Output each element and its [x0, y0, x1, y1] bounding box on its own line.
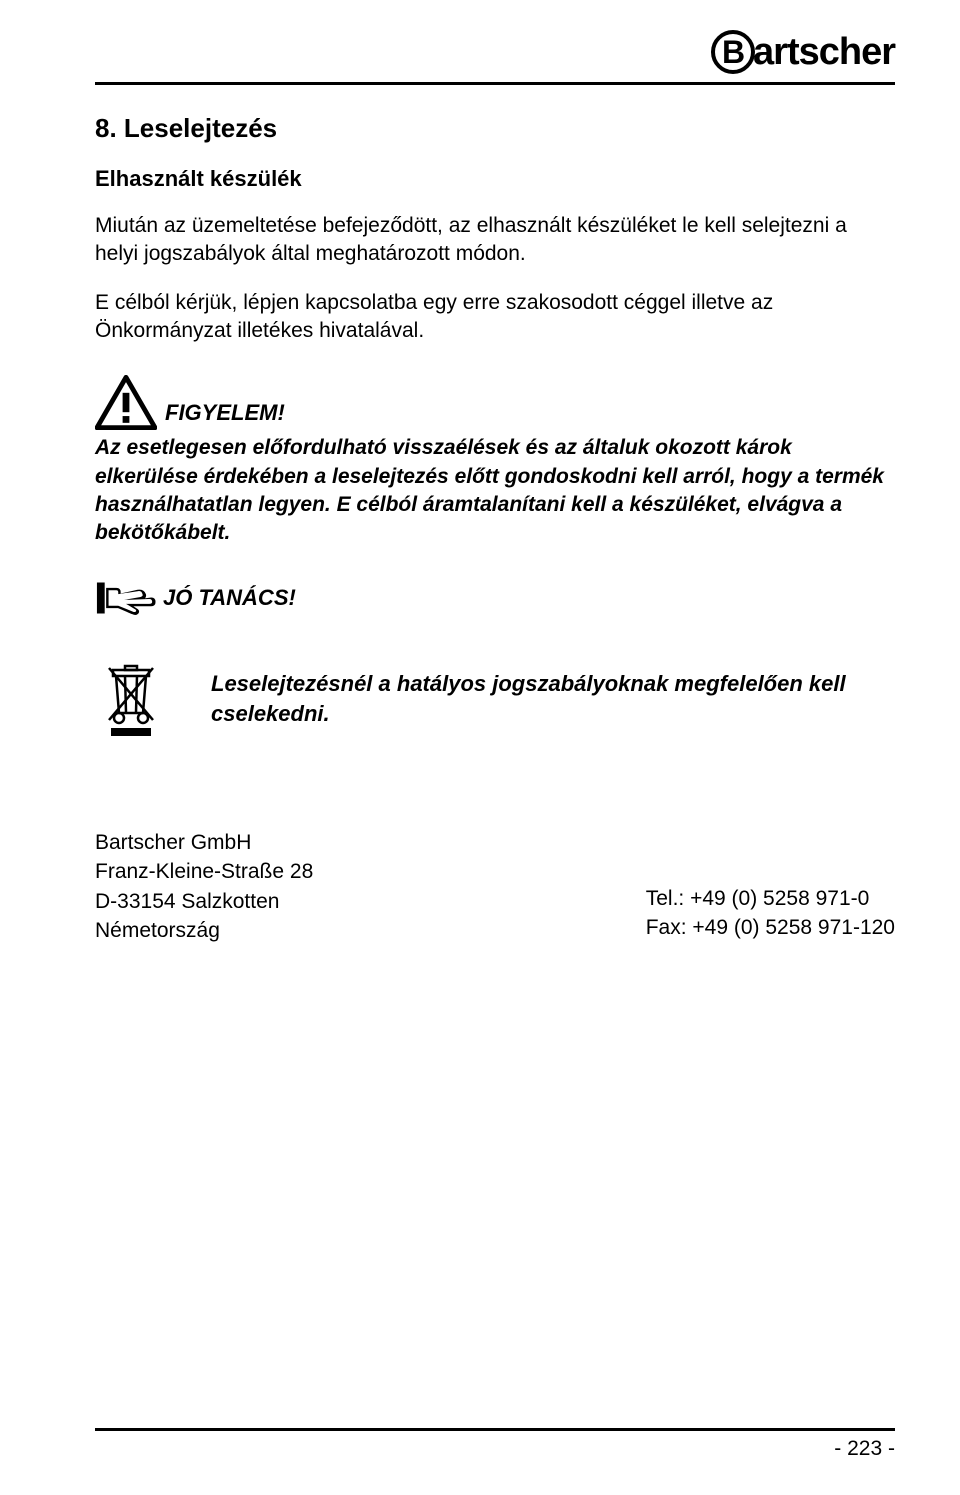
- contact-block: Bartscher GmbH Franz-Kleine-Straße 28 D-…: [95, 828, 895, 946]
- contact-country: Németország: [95, 916, 646, 945]
- warning-triangle-icon: [95, 375, 157, 430]
- contact-fax: Fax: +49 (0) 5258 971-120: [646, 913, 895, 942]
- warning-block: FIGYELEM! Az esetlegesen előfordulható v…: [95, 375, 895, 547]
- header: Bartscher: [95, 30, 895, 74]
- paragraph-2: E célból kérjük, lépjen kapcsolatba egy …: [95, 289, 895, 346]
- tip-label: JÓ TANÁCS!: [163, 585, 296, 611]
- contact-city: D-33154 Salzkotten: [95, 887, 646, 916]
- contact-street: Franz-Kleine-Straße 28: [95, 857, 646, 886]
- footer: - 223 -: [95, 1428, 895, 1461]
- warning-label: FIGYELEM!: [165, 400, 285, 430]
- top-rule: [95, 82, 895, 85]
- paragraph-1: Miután az üzemeltetése befejeződött, az …: [95, 212, 895, 269]
- tip-block: JÓ TANÁCS!: [95, 576, 895, 620]
- sub-title: Elhasznált készülék: [95, 166, 895, 192]
- page-number: - 223 -: [95, 1437, 895, 1461]
- logo-b-icon: B: [711, 30, 755, 74]
- weee-bin-icon: [101, 660, 161, 738]
- contact-company: Bartscher GmbH: [95, 828, 646, 857]
- disposal-text: Leselejtezésnél a hatályos jogszabályokn…: [211, 669, 895, 728]
- logo-text: artscher: [753, 31, 895, 74]
- brand-logo: Bartscher: [711, 30, 895, 74]
- section-title: 8. Leselejtezés: [95, 113, 895, 144]
- contact-tel: Tel.: +49 (0) 5258 971-0: [646, 884, 895, 913]
- pointing-hand-icon: [95, 576, 157, 620]
- contact-address: Bartscher GmbH Franz-Kleine-Straße 28 D-…: [95, 828, 646, 946]
- bottom-rule: [95, 1428, 895, 1431]
- warning-text: Az esetlegesen előfordulható visszaélése…: [95, 434, 895, 547]
- contact-phone-block: Tel.: +49 (0) 5258 971-0 Fax: +49 (0) 52…: [646, 828, 895, 946]
- disposal-block: Leselejtezésnél a hatályos jogszabályokn…: [95, 660, 895, 738]
- warning-header: FIGYELEM!: [95, 375, 895, 430]
